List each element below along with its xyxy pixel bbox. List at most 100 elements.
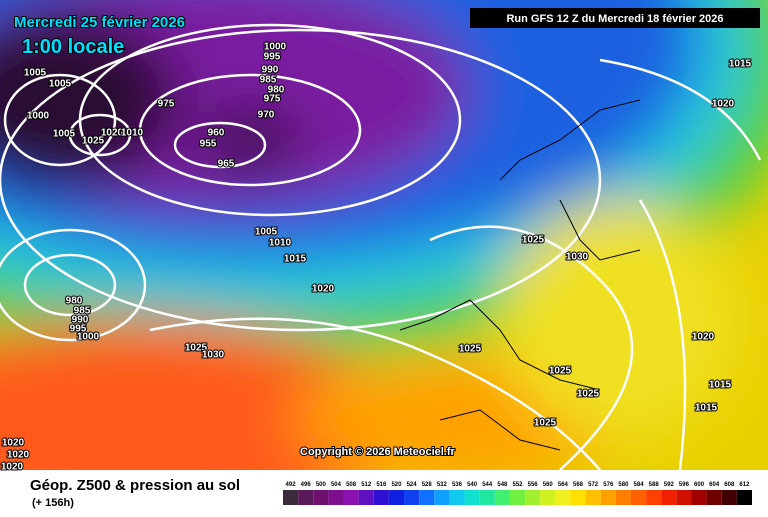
- scale-cell: [343, 490, 359, 505]
- date: Mercredi 25 février 2026: [14, 14, 185, 31]
- scale-cell: [328, 490, 344, 505]
- scale-label: 568: [573, 482, 584, 488]
- scale-cell: [691, 490, 707, 505]
- scale-cell: [373, 490, 389, 505]
- scale-label: 528: [422, 482, 433, 488]
- scale-label: 596: [679, 482, 690, 488]
- isobar-label: 1000: [264, 42, 287, 53]
- scale-label: 536: [452, 482, 463, 488]
- scale-label: 572: [588, 482, 599, 488]
- isobar-label: 1020: [692, 332, 715, 343]
- scale-cell: [434, 490, 450, 505]
- scale-label: 584: [634, 482, 645, 488]
- scale-cell: [358, 490, 374, 505]
- scale-cell: [721, 490, 737, 505]
- isobar-label: 960: [208, 128, 225, 139]
- isobar-label: 1015: [284, 254, 307, 265]
- scale-cell: [464, 490, 480, 505]
- isobar-label: 975: [158, 99, 175, 110]
- scale-label: 556: [528, 482, 539, 488]
- scale-cell: [570, 490, 586, 505]
- scale-label: 576: [603, 482, 614, 488]
- scale-cell: [540, 490, 556, 505]
- scale-label: 508: [346, 482, 357, 488]
- isobar-label: 1030: [202, 350, 225, 361]
- scale-cell: [449, 490, 465, 505]
- scale-cell: [555, 490, 571, 505]
- scale-cell: [706, 490, 722, 505]
- scale-cell: [509, 490, 526, 505]
- scale-cell: [630, 490, 647, 505]
- scale-cell: [585, 490, 601, 505]
- scale-label: 524: [407, 482, 418, 488]
- isobar-label: 990: [262, 65, 279, 76]
- scale-label: 520: [391, 482, 402, 488]
- isobar-label: 995: [264, 52, 281, 63]
- scale-cell: [600, 490, 616, 505]
- scale-cell: [419, 490, 435, 505]
- isobar-label: 1005: [53, 129, 76, 140]
- scale-cell: [736, 490, 752, 505]
- scale-label: 496: [301, 482, 312, 488]
- isobar-label: 955: [200, 139, 217, 150]
- time: 1:00 locale: [22, 36, 124, 58]
- footer-title: Géop. Z500 & pression au sol: [30, 477, 240, 494]
- scale-label: 504: [331, 482, 342, 488]
- scale-cell: [494, 490, 510, 505]
- scale-label: 612: [739, 482, 750, 488]
- isobar-label: 1025: [534, 418, 557, 429]
- scale-label: 564: [558, 482, 569, 488]
- isobar-label: 1015: [695, 403, 718, 414]
- scale-label: 552: [512, 482, 523, 488]
- isobar-label: 1005: [49, 79, 72, 90]
- isobar-label: 1025: [185, 343, 208, 354]
- scale-cell: [404, 490, 420, 505]
- isobar-label: 995: [70, 324, 87, 335]
- isobar-label: 1005: [255, 227, 278, 238]
- isobar-label: 970: [258, 110, 275, 121]
- isobar-label: 980: [268, 85, 285, 96]
- scale-label: 500: [316, 482, 327, 488]
- isobar-label: 985: [74, 306, 91, 317]
- scale-cell: [479, 490, 495, 505]
- scale-label: 512: [361, 482, 372, 488]
- isobar-label: 1015: [729, 59, 752, 70]
- isobar-label: 1020: [312, 284, 335, 295]
- isobar-label: 1000: [77, 332, 100, 343]
- scale-label: 588: [649, 482, 660, 488]
- scale-label: 608: [724, 482, 735, 488]
- isobar-label: 1025: [82, 136, 105, 147]
- scale-label: 516: [376, 482, 387, 488]
- isobar-label: 1025: [577, 389, 600, 400]
- lead-time: (+ 156h): [32, 497, 74, 509]
- isobar-label: 1025: [549, 366, 572, 377]
- isobar-label: 1025: [459, 344, 482, 355]
- scale-cell: [388, 490, 405, 505]
- isobar-label: 980: [66, 296, 83, 307]
- isobar-label: 1020: [1, 462, 24, 473]
- run-box: [470, 8, 760, 28]
- scale-label: 580: [618, 482, 629, 488]
- isobar-label: 1010: [269, 238, 292, 249]
- scale-label: 604: [709, 482, 720, 488]
- coastlines: [399, 99, 641, 451]
- isobar-label: 1020: [101, 128, 124, 139]
- isobar-label: 1025: [522, 235, 545, 246]
- scale-label: 560: [543, 482, 554, 488]
- scale-label: 548: [497, 482, 508, 488]
- isobar-label: 1020: [2, 438, 25, 449]
- isobar-label: 1030: [566, 252, 589, 263]
- scale-label: 592: [664, 482, 675, 488]
- isobar-label: 975: [264, 94, 281, 105]
- isobar-label: 1010: [121, 128, 144, 139]
- scale-label: 492: [286, 482, 297, 488]
- scale-cell: [615, 490, 631, 505]
- scale-cell: [646, 490, 662, 505]
- scale-label: 532: [437, 482, 448, 488]
- isobar-label: 1000: [27, 111, 50, 122]
- isobar-label: 1015: [709, 380, 732, 391]
- isobar-label: 985: [260, 75, 277, 86]
- scale-label: 600: [694, 482, 705, 488]
